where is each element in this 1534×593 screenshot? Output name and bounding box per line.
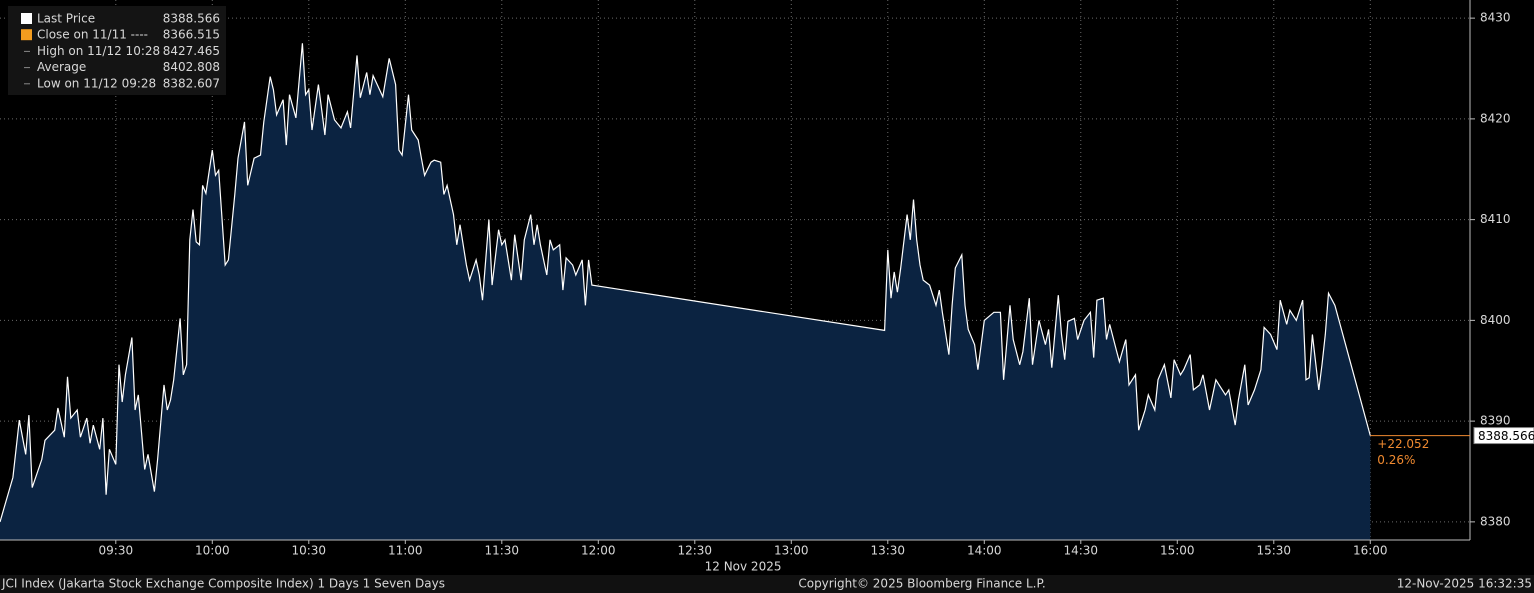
x-axis-label: 12 Nov 2025 (705, 560, 782, 574)
legend-label: Last Price (37, 12, 95, 26)
legend-swatch (21, 13, 32, 24)
footer-bar (0, 575, 1534, 593)
x-tick-label: 13:30 (870, 544, 905, 558)
y-tick-label: 8420 (1480, 111, 1511, 125)
last-price-label: 8388.566 (1478, 429, 1534, 443)
x-tick-label: 13:00 (774, 544, 809, 558)
x-tick-label: 12:00 (581, 544, 616, 558)
y-tick-label: 8380 (1480, 514, 1511, 528)
change-pct-label: 0.26% (1377, 453, 1415, 467)
area (0, 43, 1371, 541)
y-tick-label: 8400 (1480, 313, 1511, 327)
x-tick-label: 11:00 (388, 544, 423, 558)
legend-value: 8388.566 (163, 12, 220, 26)
legend-box (8, 6, 226, 95)
x-tick-label: 12:30 (677, 544, 712, 558)
legend-value: 8382.607 (163, 76, 220, 90)
legend-label: Average (37, 60, 86, 74)
x-tick-label: 10:00 (195, 544, 230, 558)
change-label: +22.052 (1377, 437, 1429, 451)
x-tick-label: 11:30 (484, 544, 519, 558)
footer-center: Copyright© 2025 Bloomberg Finance L.P. (798, 577, 1045, 591)
x-tick-label: 15:00 (1160, 544, 1195, 558)
legend-label: High on 11/12 10:28 (37, 44, 160, 58)
x-tick-label: 14:00 (967, 544, 1002, 558)
footer-left: JCI Index (Jakarta Stock Exchange Compos… (1, 577, 445, 591)
legend-label: Close on 11/11 ---- (37, 28, 148, 42)
y-tick-label: 8410 (1480, 212, 1511, 226)
legend-label: Low on 11/12 09:28 (37, 76, 156, 90)
x-tick-label: 10:30 (291, 544, 326, 558)
last-price-tag (1473, 427, 1534, 445)
legend-value: 8402.808 (163, 60, 220, 74)
legend-value: 8366.515 (163, 28, 220, 42)
legend-value: 8427.465 (163, 44, 220, 58)
y-tick-label: 8390 (1480, 414, 1511, 428)
line (0, 43, 1371, 523)
x-tick-label: 09:30 (99, 544, 134, 558)
y-tick-label: 8430 (1480, 11, 1511, 25)
footer-right: 12-Nov-2025 16:32:35 (1397, 577, 1532, 591)
legend-swatch (21, 29, 32, 41)
x-tick-label: 14:30 (1063, 544, 1098, 558)
x-tick-label: 15:30 (1256, 544, 1291, 558)
x-tick-label: 16:00 (1353, 544, 1388, 558)
